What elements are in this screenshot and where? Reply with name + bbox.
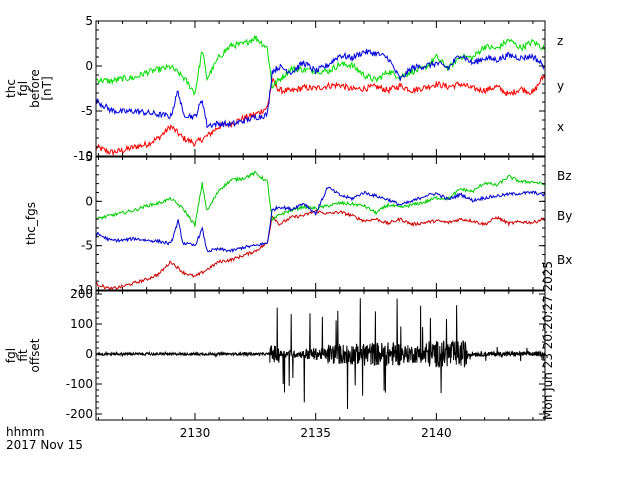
y-axis-label: fgl	[4, 348, 18, 363]
y-tick-label: -100	[66, 377, 93, 391]
y-tick-label: -200	[66, 407, 93, 421]
series-offset-line	[96, 298, 545, 410]
y-axis-label: fit	[16, 349, 30, 362]
series-By-line	[96, 170, 545, 227]
y-tick-label: -5	[81, 104, 93, 118]
y-axis-label: before	[28, 69, 42, 108]
y-axis-label: fgl	[16, 81, 30, 96]
panel-frame	[95, 290, 546, 421]
timestamp: Mon Jun 23 20:20:27 2025	[541, 261, 555, 420]
y-tick-label: 5	[85, 150, 93, 164]
y-tick-label: 0	[85, 194, 93, 208]
y-tick-label: -5	[81, 239, 93, 253]
legend-y: y	[557, 79, 564, 93]
series-z-line	[96, 73, 545, 156]
y-axis-label: [nT]	[40, 76, 54, 100]
y-tick-label: 200	[70, 287, 93, 301]
y-tick-label: 5	[85, 14, 93, 28]
x-tick-label: 2135	[300, 426, 331, 440]
series-y-line	[96, 35, 545, 96]
y-tick-label: 100	[70, 317, 93, 331]
panel-2: Bz By Bx 5 0 -5 -10 thc_fgs	[24, 150, 572, 297]
y-axis-label: thc_fgs	[24, 202, 38, 245]
y-tick-label: -10	[73, 283, 93, 297]
series-Bz-line	[96, 209, 545, 290]
date-label: 2017 Nov 15	[6, 438, 83, 452]
series-Bx-line	[96, 186, 545, 254]
legend-Bx: Bx	[557, 253, 572, 267]
y-tick-label: -10	[73, 149, 93, 163]
legend-By: By	[557, 209, 572, 223]
legend-x: x	[557, 120, 564, 134]
panel-frame	[95, 20, 546, 157]
y-axis-label: offset	[28, 338, 42, 372]
legend-Bz: Bz	[557, 169, 572, 183]
legend-z: z	[557, 34, 563, 48]
x-tick-label: 2130	[180, 426, 211, 440]
y-tick-label: 0	[85, 347, 93, 361]
series-x-line	[96, 48, 545, 129]
x-tick-label: 2140	[421, 426, 452, 440]
y-axis-label: thc	[4, 79, 18, 98]
time-format-label: hhmm	[6, 425, 45, 439]
panel-frame	[95, 156, 546, 291]
y-tick-label: 0	[85, 59, 93, 73]
